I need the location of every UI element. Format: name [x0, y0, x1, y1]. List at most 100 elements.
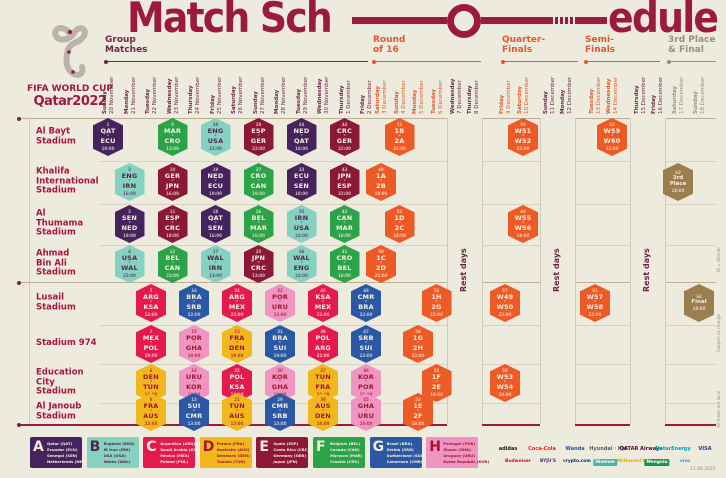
away-team: 2F [413, 412, 423, 421]
phase-line-dot [104, 59, 108, 64]
grid-left-vertical-line [29, 118, 30, 424]
match-time: 18:00 [411, 421, 425, 427]
date-label: Monday 28 November [274, 77, 288, 114]
legend-group-teams: England (ENG) IR Iran (IRN) USA (USA) Wales… [104, 441, 135, 466]
phase-line-r16 [373, 61, 481, 62]
knockout-match-badge: 49 1A v 2B 18:00 [366, 163, 396, 201]
knockout-match-badge: 51 1B v 2A 22:00 [384, 118, 415, 156]
date-label-date: 13 December [595, 76, 602, 114]
match-time: 19:00 [166, 233, 179, 239]
phase-line-dot [584, 59, 588, 64]
sponsor-logo: BYJU'S [540, 459, 556, 464]
match-number: 12 [169, 249, 176, 255]
sponsor-logo: Hyundai · Kia [589, 446, 627, 452]
date-label-day: Saturday [517, 86, 523, 114]
grid-line [665, 204, 716, 205]
date-label: Sunday 27 November [253, 77, 267, 114]
date-label-day: Thursday [188, 85, 194, 114]
grid-line [575, 325, 630, 326]
phase-line-sf [585, 61, 660, 62]
away-team: SRB [272, 412, 288, 421]
vs-separator: v [278, 299, 282, 304]
legend-group-f: F Belgium (BEL) Canada (CAN) Morocco (MAR) C… [313, 437, 365, 468]
date-label-date: 28 November [280, 76, 287, 114]
vs-separator: v [343, 220, 346, 225]
date-label: Sunday 18 December [693, 77, 707, 114]
home-team: BRA [186, 292, 202, 301]
match-badge: 48 CMR v BRA 22:00 [351, 284, 381, 322]
away-team: IRN [122, 182, 137, 191]
home-team: W55 [514, 213, 532, 222]
date-label-day: Friday [651, 94, 657, 114]
home-team: JPN [337, 171, 352, 180]
match-number: 30 [277, 368, 283, 374]
date-label: Thursday 8 December [467, 80, 481, 114]
legend-group-c: C Argentina (ARG) Saudi Arabia (KSA) Mexico… [143, 437, 201, 468]
home-team: W59 [603, 126, 621, 135]
legend-team: Uruguay (URU) [443, 452, 476, 458]
match-number: 36 [298, 249, 305, 255]
match-number: 14 [191, 368, 197, 374]
away-team: CRC [250, 264, 267, 273]
match-time: 13:00 [166, 146, 179, 152]
date-label: Monday 5 December [412, 80, 426, 114]
match-badge: 29 CMR v SRB 13:00 [265, 393, 295, 431]
date-label-day: Thursday [634, 85, 640, 114]
note-subject: Subject to change [716, 314, 721, 352]
title-line-dashes [550, 17, 576, 24]
grid-line [575, 161, 630, 162]
legend-team: England (ENG) [103, 440, 135, 446]
match-label: Final [691, 299, 707, 306]
legend-team: Denmark (DEN) [216, 452, 250, 458]
match-number: 64 [696, 294, 702, 300]
date-label-date: 10 December [523, 76, 530, 114]
match-badge: 23 FRA v DEN 19:00 [222, 325, 252, 363]
date-label-date: 30 November [323, 76, 330, 114]
match-time: 22:00 [295, 233, 308, 239]
match-number: 18 [212, 209, 219, 215]
match-time: 13:00 [230, 421, 244, 427]
stadium-label: Stadium 974 [36, 338, 97, 349]
match-number: 37 [320, 368, 326, 374]
home-team: BEL [165, 253, 180, 262]
date-label-date: 9 December [505, 80, 512, 114]
legend-group-letter: E [259, 439, 269, 455]
match-time: 13:00 [209, 273, 222, 279]
match-number: 21 [234, 397, 240, 403]
match-number: 39 [320, 329, 326, 335]
grid-line [482, 161, 540, 162]
home-team: GER [164, 171, 181, 180]
match-time: 16:00 [123, 191, 136, 197]
date-label-day: Wednesday [166, 78, 173, 114]
vs-separator: v [235, 408, 239, 413]
away-team: 2H [412, 344, 424, 353]
sponsor-logo: Wanda [565, 446, 585, 452]
match-time: 13:00 [187, 421, 201, 427]
match-time: 22:00 [316, 312, 330, 318]
away-team: W60 [603, 137, 621, 146]
away-team: MAR [249, 224, 268, 233]
match-time: 22:00 [252, 146, 265, 152]
away-team: W56 [514, 224, 532, 233]
vs-separator: v [379, 260, 383, 265]
phase-header-f3: 3rd Place & Final [668, 35, 716, 55]
date-label-day: Thursday [338, 85, 345, 114]
grid-line [665, 245, 716, 246]
away-team: ESP [337, 182, 352, 191]
match-number: 56 [433, 288, 440, 294]
home-team: NED [207, 171, 224, 180]
vs-separator: v [398, 133, 401, 138]
match-time: 22:00 [588, 312, 602, 318]
home-team: KSA [315, 292, 331, 301]
away-team: SUI [273, 344, 287, 353]
match-time: 22:00 [359, 312, 373, 318]
match-badge: 40 KSA v MEX 22:00 [308, 284, 338, 322]
legend-team: Senegal (SEN) [47, 452, 78, 458]
stadium-label: Khalifa International Stadium [36, 166, 99, 196]
match-number: 62 [609, 122, 615, 128]
legend-team: USA (USA) [103, 452, 126, 458]
match-number: 44 [341, 122, 348, 128]
date-label-day: Tuesday [295, 88, 302, 114]
grid-line [100, 204, 447, 205]
date-label-date: 5 December [418, 80, 425, 114]
